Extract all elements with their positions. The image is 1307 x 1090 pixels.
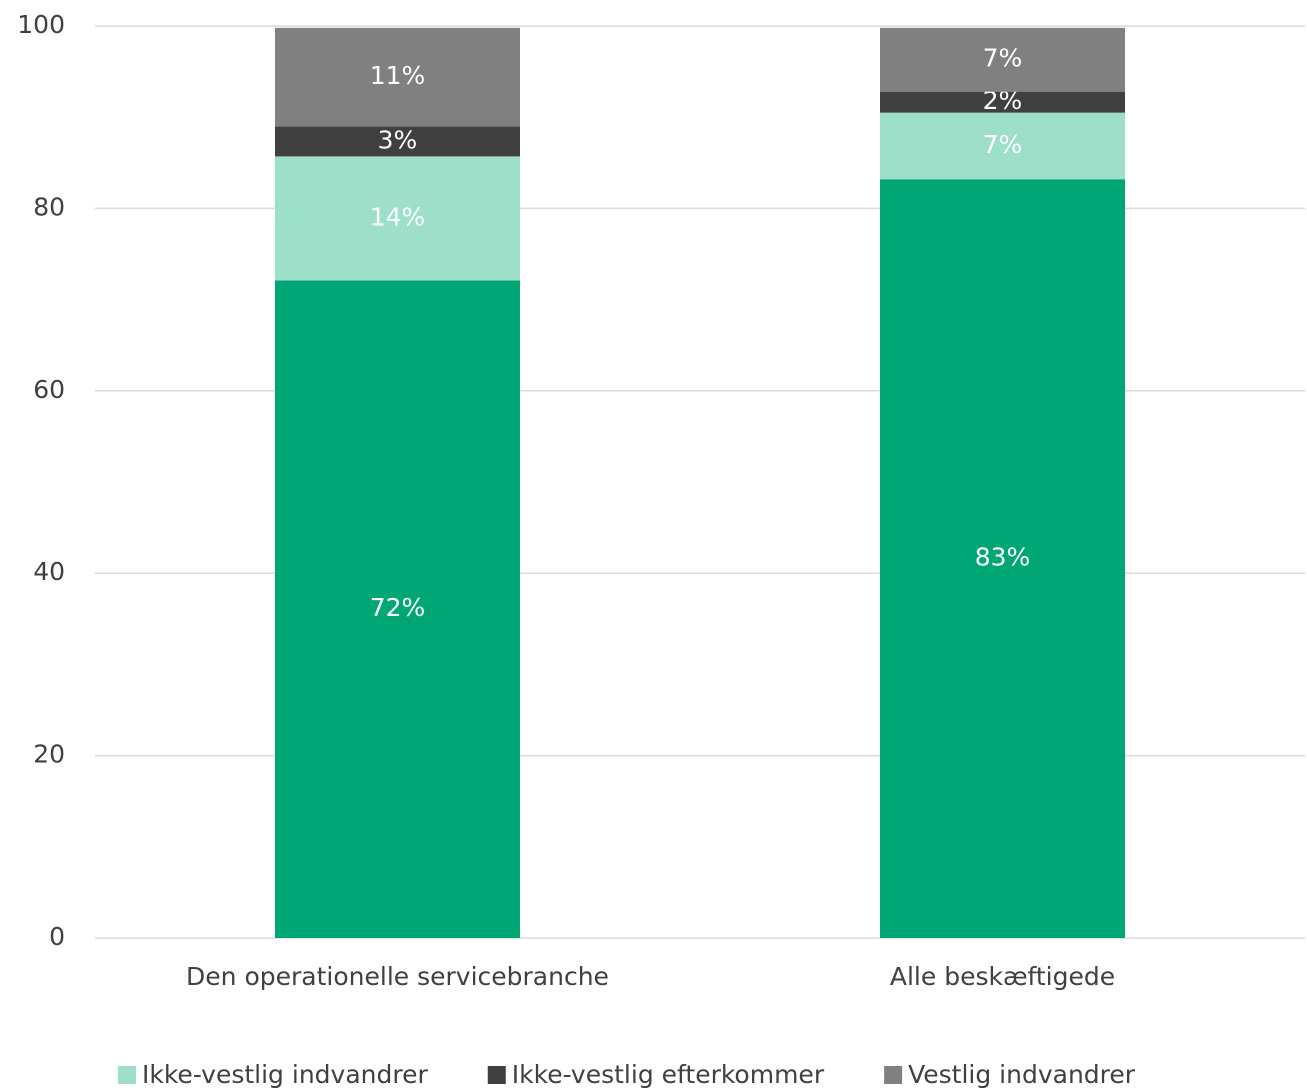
x-tick-label: Alle beskæftigede (890, 962, 1115, 991)
bar-segment (880, 27, 1125, 92)
legend-swatch (487, 1066, 506, 1084)
bar-segment (275, 280, 520, 938)
legend-label: Vestlig indvandrer (908, 1060, 1136, 1089)
legend-label: Ikke-vestlig indvandrer (142, 1060, 428, 1089)
y-tick-label: 40 (33, 557, 65, 586)
bar-segment (275, 156, 520, 281)
y-tick-label: 100 (17, 10, 65, 39)
y-tick-label: 60 (33, 375, 65, 404)
data-label: 11% (370, 61, 426, 90)
data-label: 83% (975, 543, 1031, 572)
data-label: 72% (370, 593, 426, 622)
data-label: 7% (983, 130, 1023, 159)
bar-segment (880, 179, 1125, 938)
bar-segment (275, 27, 520, 127)
bar-segment (880, 91, 1125, 113)
data-label: 14% (370, 202, 426, 231)
x-tick-label: Den operationelle servicebranche (186, 962, 609, 991)
y-tick-label: 80 (33, 192, 65, 221)
y-tick-label: 0 (49, 922, 65, 951)
bar-segment (275, 126, 520, 157)
legend-label: Ikke-vestlig efterkommer (512, 1060, 825, 1089)
data-label: 3% (378, 125, 418, 154)
legend-swatch (118, 1066, 136, 1084)
legend-swatch (884, 1066, 903, 1084)
y-tick-label: 20 (33, 740, 65, 769)
data-label: 7% (983, 44, 1023, 73)
bar-segment (880, 112, 1125, 180)
